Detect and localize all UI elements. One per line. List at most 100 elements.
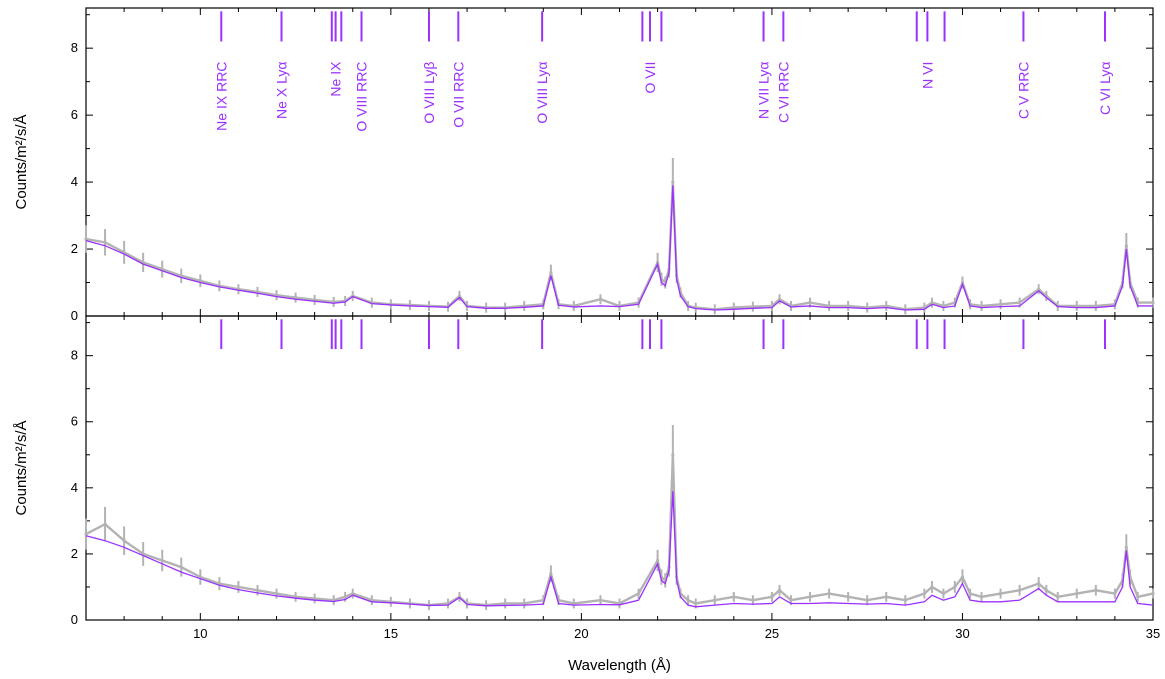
data-point — [671, 453, 675, 457]
data-point — [865, 598, 869, 602]
data-point — [313, 596, 317, 601]
data-point — [808, 301, 812, 305]
data-point — [953, 585, 957, 589]
data-point — [751, 305, 755, 309]
data-point — [846, 304, 850, 308]
line-id-label: O VIII Lyα — [534, 62, 550, 124]
line-id-label: O VII RRC — [450, 62, 466, 128]
data-point — [998, 591, 1003, 596]
line-id-label: N VII Lyα — [756, 62, 772, 119]
data-point — [777, 588, 782, 592]
data-point — [656, 558, 660, 563]
line-id-label: O VIII RRC — [354, 62, 370, 132]
x-tick-label: 20 — [574, 626, 588, 641]
line-id-label: O VIII Lyβ — [421, 62, 437, 124]
data-point — [1124, 244, 1128, 248]
data-point — [1075, 591, 1079, 596]
data-point — [789, 598, 793, 602]
data-point — [1018, 301, 1022, 305]
y-tick-label: 4 — [71, 480, 78, 495]
x-axis-title: Wavelength (Å) — [568, 657, 671, 674]
data-point — [274, 591, 279, 596]
data-point — [671, 180, 675, 184]
data-point — [1037, 582, 1041, 586]
data-point — [343, 595, 347, 599]
data-point — [960, 575, 965, 579]
data-point — [1056, 595, 1060, 599]
y-tick-label: 8 — [71, 40, 78, 55]
data-point — [930, 585, 934, 589]
x-tick-label: 10 — [193, 626, 207, 641]
y-tick-label: 2 — [71, 241, 78, 256]
data-point — [979, 595, 984, 599]
data-point — [1094, 304, 1098, 308]
data-point — [998, 302, 1003, 306]
data-point — [122, 539, 126, 543]
y-tick-label: 2 — [71, 546, 78, 561]
data-point — [549, 572, 553, 576]
data-point — [713, 598, 717, 602]
data-point — [1136, 595, 1140, 599]
line-id-label: N VI — [919, 62, 935, 89]
x-tick-label: 15 — [384, 626, 398, 641]
top-panel: 0 2 4 6 8 Ne IX RRC Ne X Lyα Ne IX O VIII RRC O V… — [71, 7, 1155, 323]
line-id-label: C V RRC — [1015, 62, 1031, 120]
data-point — [751, 598, 755, 602]
x-tick-label: 35 — [1146, 626, 1160, 641]
data-point — [236, 585, 241, 589]
data-point — [827, 591, 831, 596]
data-point — [84, 237, 88, 241]
data-point — [884, 304, 888, 308]
y-tick-label: 0 — [71, 612, 78, 627]
model-spectrum — [85, 185, 1153, 311]
data-point — [522, 601, 526, 606]
data-point — [636, 591, 641, 596]
y-axis-title-top: Counts/m²/s/Å — [13, 114, 30, 209]
data-point — [179, 565, 183, 569]
data-point — [846, 595, 850, 599]
y-tick-label: 4 — [71, 174, 78, 189]
data-point — [457, 294, 462, 298]
y-tick-label: 0 — [71, 308, 78, 323]
data-point — [598, 297, 603, 301]
line-id-label: Ne X Lyα — [273, 62, 289, 119]
data-point — [968, 591, 972, 596]
data-point — [255, 588, 260, 592]
data-point — [732, 306, 736, 310]
line-id-label: Ne IX — [328, 61, 344, 97]
data-point — [351, 591, 355, 596]
data-point — [1113, 591, 1117, 596]
x-tick-label: 25 — [765, 626, 779, 641]
data-point — [598, 598, 603, 602]
data-point — [293, 295, 298, 300]
data-point — [777, 297, 782, 301]
data-point — [1037, 287, 1041, 291]
data-point — [1018, 588, 1022, 592]
data-point — [694, 601, 698, 606]
data-point — [656, 260, 660, 265]
data-point — [930, 301, 934, 305]
data-point — [732, 595, 736, 599]
data-point — [103, 240, 107, 244]
data-point — [103, 522, 107, 526]
data-point — [827, 304, 831, 308]
data-point — [549, 270, 553, 275]
line-id-label: O VII — [642, 62, 658, 94]
data-point — [770, 595, 774, 599]
data-point — [1075, 304, 1079, 308]
data-point — [903, 598, 907, 602]
line-id-label: C VI RRC — [775, 62, 791, 123]
data-point — [979, 304, 984, 308]
y-axis-title-bottom: Counts/m²/s/Å — [13, 420, 30, 515]
line-id-label: Ne IX RRC — [213, 62, 229, 131]
data-point — [1124, 545, 1128, 549]
data-point — [1044, 588, 1048, 592]
observed-spectrum — [85, 182, 1153, 311]
plot-frame — [85, 315, 1154, 621]
data-point — [922, 591, 926, 596]
data-point — [941, 591, 946, 596]
line-id-label: C VI Lyα — [1097, 62, 1113, 115]
data-point — [1094, 588, 1098, 592]
model-spectrum — [85, 491, 1154, 608]
